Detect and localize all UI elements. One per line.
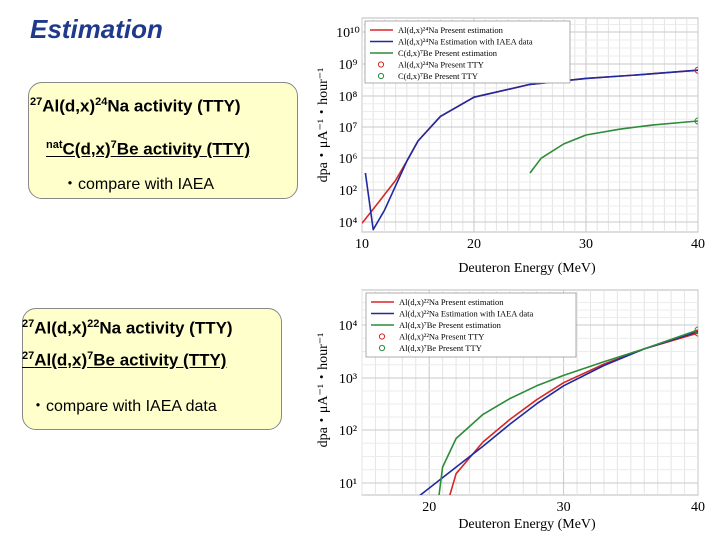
chart-1-legend-label: Al(d,x)²⁴Na Present estimation [398, 25, 504, 35]
chart-1-legend-label: C(d,x)⁷Be Present TTY [398, 71, 478, 81]
chart-1-legend-box [364, 20, 571, 84]
box2-line2: 27Al(d,x)7Be activity (TTY) [22, 350, 226, 371]
info-box-top [28, 82, 298, 199]
chart-2: 20 30 40 10¹ 10² 10³ 10⁴ Deuteron Energy (MeV) d… [316, 289, 705, 532]
chart-2-series-marker [694, 326, 698, 334]
chart-1-legend-label: C(d,x)⁷Be Present estimation [398, 48, 498, 58]
box1-line1: 27Al(d,x)24Na activity (TTY) [30, 96, 241, 117]
chart-2-legend-label: Al(d,x)⁷Be Present estimation [399, 320, 502, 330]
chart-1-x-tick-label: 10 [355, 237, 369, 252]
chart-1-series-group [362, 66, 698, 231]
chart-1-y-tick-label: 10¹⁰ [336, 26, 360, 41]
chart-2-y-tick-label: 10³ [339, 372, 357, 387]
chart-2-y-tick-label: 10¹ [339, 477, 357, 492]
chart-1-legend-label: Al(d,x)²⁴Na Estimation with IAEA data [398, 37, 533, 47]
chart-2-legend-box [365, 292, 577, 358]
chart-1-y-tick-label: 10⁹ [339, 58, 358, 73]
chart-2-x-tick-label: 20 [422, 500, 436, 515]
chart-2-legend-label: Al(d,x)²²Na Present estimation [399, 297, 504, 307]
chart-1-series-line [529, 120, 698, 174]
chart-1-legend-marker [377, 61, 385, 68]
chart-1: 10 20 30 40 10⁴ 10² 10⁶ 10⁷ 10⁸ 10⁹ 10¹⁰ Deuteron E… [316, 17, 705, 276]
chart-1-x-tick-label: 20 [467, 237, 481, 252]
chart-2-legend-label: Al(d,x)²²Na Estimation with IAEA data [399, 309, 533, 319]
chart-1-series-marker [694, 117, 698, 125]
chart-1-y-tick-label: 10² [339, 184, 357, 199]
box2-line2-sup1: 27 [22, 350, 35, 362]
box2-line1-sup2: 22 [87, 318, 100, 330]
chart-2-y-axis-label: dpa・μA⁻¹・hour⁻¹ [316, 333, 331, 448]
chart-2-series-marker [694, 329, 698, 337]
chart-1-y-tick-label: 10⁶ [339, 152, 358, 167]
chart-2-y-tick-label: 10² [339, 424, 357, 439]
box2-line1-sup1: 27 [22, 318, 35, 330]
chart-1-legend-label: Al(d,x)²⁴Na Present TTY [398, 60, 484, 70]
chart-1-y-axis-label: dpa・μA⁻¹・hour⁻¹ [316, 68, 331, 183]
chart-1-series-line [364, 69, 698, 231]
box2-line2-sup2: 7 [87, 350, 94, 362]
box2-bullet: ・compare with IAEA data [30, 398, 217, 415]
box1-line1-main2: Na activity (TTY) [107, 96, 241, 116]
chart-2-legend-marker [378, 344, 386, 352]
chart-1-series-marker [694, 66, 698, 74]
chart-1-y-tick-label: 10⁸ [339, 90, 358, 105]
chart-2-legend-label: Al(d,x)⁷Be Present TTY [399, 343, 482, 353]
box2-line1-main2: Na activity (TTY) [99, 318, 233, 338]
chart-2-series-group [419, 326, 698, 495]
chart-2-x-tick-label: 40 [691, 500, 705, 515]
box1-line2-sup2: 7 [110, 139, 117, 151]
slide-title: Estimation [30, 14, 163, 44]
chart-1-x-tick-label: 30 [579, 237, 593, 252]
chart-2-series-line [419, 330, 698, 495]
chart-1-x-tick-label: 40 [691, 237, 705, 252]
chart-1-legend-marker [377, 72, 385, 80]
chart-2-x-tick-label: 30 [557, 500, 571, 515]
chart-2-legend-label: Al(d,x)²²Na Present TTY [399, 332, 484, 342]
info-box-bottom [22, 308, 282, 430]
chart-2-y-tick-label: 10⁴ [339, 319, 358, 334]
chart-2-x-axis-label: Deuteron Energy (MeV) [458, 517, 596, 532]
box1-line2-sup1: nat [46, 139, 63, 151]
chart-1-y-tick-label: 10⁷ [339, 121, 358, 136]
box1-line1-sup1: 27 [30, 96, 43, 108]
box2-line1-main1: Al(d,x) [34, 318, 88, 338]
chart-2-series-line [438, 329, 698, 495]
chart-2-legend-marker [378, 333, 386, 340]
box1-line2-main2: Be activity (TTY) [116, 139, 250, 159]
box1-line1-main1: Al(d,x) [42, 96, 96, 116]
chart-1-y-tick-label: 10⁴ [339, 216, 358, 231]
chart-1-x-axis-label: Deuteron Energy (MeV) [458, 261, 596, 276]
box1-line2-main1: C(d,x) [62, 139, 111, 159]
box1-bullet: ・compare with IAEA [62, 176, 215, 193]
box2-line1: 27Al(d,x)22Na activity (TTY) [22, 318, 233, 339]
box1-line1-sup2: 24 [95, 96, 108, 108]
box2-line2-main1: Al(d,x) [34, 350, 88, 370]
box1-line2: natC(d,x)7Be activity (TTY) [46, 139, 250, 160]
box2-line2-main2: Be activity (TTY) [93, 350, 227, 370]
